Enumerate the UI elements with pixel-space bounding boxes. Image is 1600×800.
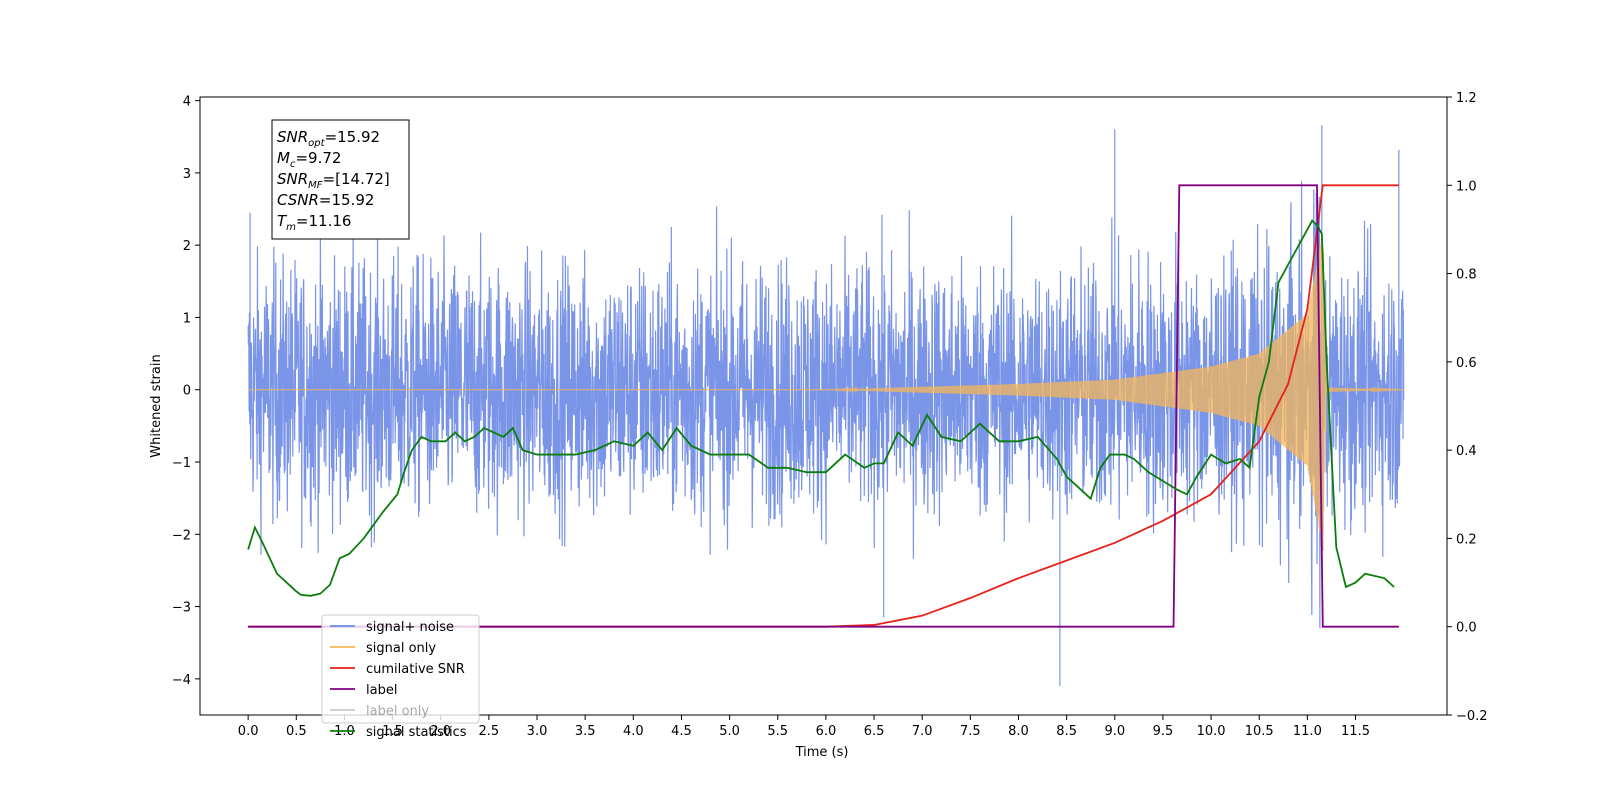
annotation-box: SNRopt=15.92Mc=9.72SNRMF=[14.72]CSNR=15.… [271,119,410,240]
legend-label: signal statistics [366,725,467,740]
y-axis-right: −0.2 0.0 0.2 0.4 0.6 0.8 1.0 1.2 [1447,91,1488,724]
x-tick-label: 8.5 [1056,724,1077,739]
x-tick-label: 10.5 [1245,724,1274,739]
y-tick-label: −2 [172,528,191,543]
y-tick-label: 4 [183,95,191,110]
y-tick-label: 3 [183,167,191,182]
x-tick-label: 11.5 [1341,724,1370,739]
x-tick-label: 11.0 [1293,724,1322,739]
x-tick-label: 7.0 [912,724,933,739]
secondary-axis-series [247,184,1399,628]
x-tick-label: 7.5 [960,724,981,739]
x-tick-label: 9.5 [1153,724,1174,739]
legend: signal+ noise signal only cumilative SNR la… [321,614,480,740]
annotation-line: SNRopt=15.92 [277,128,380,149]
x-tick-label: 4.0 [623,724,644,739]
x-tick-label: 3.5 [575,724,596,739]
x-tick-label: 6.5 [864,724,885,739]
signal-only-line [248,233,1404,549]
legend-label: signal+ noise [366,620,454,635]
y-axis-label: Whitened strain [149,354,164,457]
y-tick-label: −3 [172,601,191,616]
annotation-frame [271,119,410,240]
y-tick-label: −1 [172,456,191,471]
annotation-line: SNRMF=[14.72] [277,170,390,191]
legend-label: signal only [366,641,436,656]
x-axis: 0.0 0.5 1.0 1.5 2.0 2.5 3.0 3.5 4.0 4.5 5.0 5.5 6.0 6… [238,715,1370,739]
x-axis-label: Time (s) [795,745,849,760]
legend-label: cumilative SNR [366,662,465,677]
x-tick-label: 0.0 [238,724,259,739]
x-tick-label: 0.5 [286,724,307,739]
y2-tick-label: 1.0 [1456,179,1477,194]
x-tick-label: 4.5 [671,724,692,739]
annotation-line: Tm=11.16 [277,212,351,233]
x-tick-label: 8.0 [1008,724,1029,739]
x-tick-label: 5.5 [767,724,788,739]
x-tick-label: 5.0 [719,724,740,739]
y-axis-left: −4 −3 −2 −1 0 1 2 3 4 [172,95,200,688]
legend-frame [321,614,480,724]
x-tick-label: 3.0 [527,724,548,739]
y2-tick-label: 0.4 [1456,444,1477,459]
y-tick-label: 2 [183,239,191,254]
y2-tick-label: 0.8 [1456,268,1477,283]
cumilative-snr-line [248,184,1399,628]
x-tick-label: 10.0 [1197,724,1226,739]
legend-label: label [366,683,397,698]
y-tick-label: 0 [183,384,191,399]
x-tick-label: 6.0 [816,724,837,739]
x-tick-label: 1.5 [382,724,403,739]
y-tick-label: −4 [172,673,191,688]
x-tick-label: 2.0 [430,724,451,739]
annotation-line: Mc=9.72 [277,149,341,170]
signal-statistics-line [247,219,1395,597]
y2-tick-label: 0.0 [1456,621,1477,636]
y-tick-label: 1 [183,311,191,326]
plot-frame [199,96,1448,716]
y2-tick-label: 1.2 [1456,91,1477,106]
x-tick-label: 2.5 [479,724,500,739]
plot-area [247,125,1405,687]
x-tick-label: 9.0 [1104,724,1125,739]
y2-tick-label: −0.2 [1456,709,1488,724]
y2-tick-label: 0.2 [1456,532,1477,547]
y2-tick-label: 0.6 [1456,356,1477,371]
annotation-line: CSNR=15.92 [277,191,374,209]
label-line [248,184,1399,628]
legend-label: label only [366,704,429,719]
series-signal-only [248,233,1404,549]
